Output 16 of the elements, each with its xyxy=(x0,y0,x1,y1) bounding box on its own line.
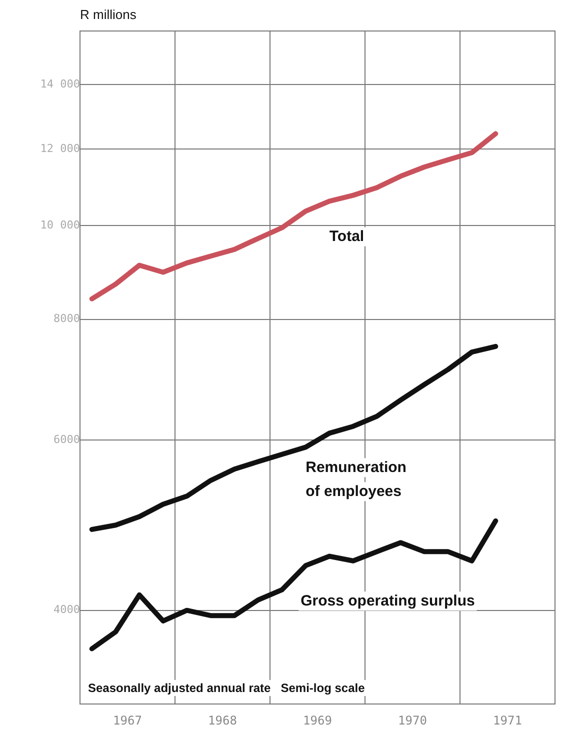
x-tick-label: 1969 xyxy=(303,713,332,728)
y-tick-label: 14 000 xyxy=(40,77,80,90)
series-label: Gross operating surplus xyxy=(300,592,475,610)
y-tick-label: 10 000 xyxy=(40,218,80,232)
series-label: Total xyxy=(329,228,364,246)
y-tick-label: 8000 xyxy=(54,312,80,326)
y-tick-label: 12 000 xyxy=(40,142,80,155)
y-tick-label: 4000 xyxy=(54,603,80,616)
x-tick-label: 1971 xyxy=(493,713,522,728)
x-tick-label: 1970 xyxy=(398,713,427,728)
annotation: Seasonally adjusted annual rate Semi-log scale xyxy=(88,681,366,695)
y-tick-label: 6000 xyxy=(54,432,80,446)
x-tick-label: 1968 xyxy=(208,713,237,728)
x-tick-label: 1967 xyxy=(113,713,142,728)
series-label: Remuneration of employees xyxy=(306,459,406,500)
y-axis-title: R millions xyxy=(80,7,137,22)
